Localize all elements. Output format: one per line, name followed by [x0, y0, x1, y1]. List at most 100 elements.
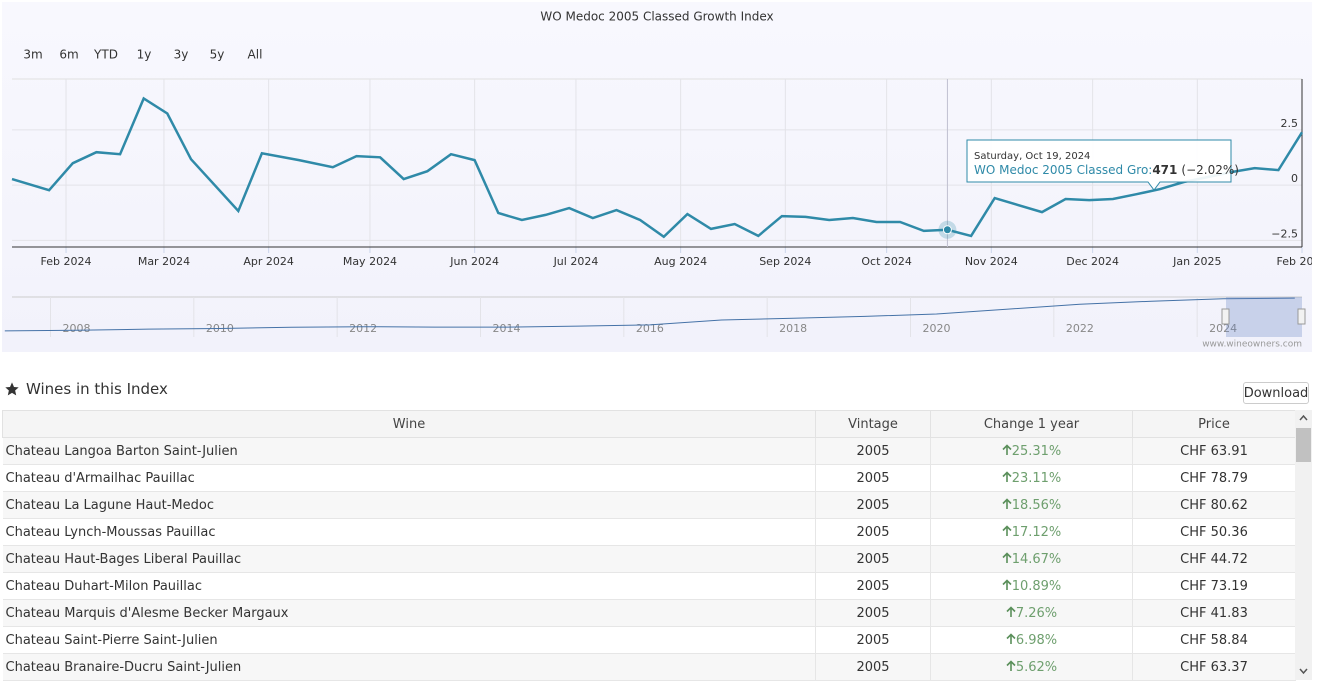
- change-value: 10.89%: [1011, 578, 1062, 594]
- tooltip-value: 471: [1152, 163, 1177, 177]
- table-cell: 5.62%: [930, 653, 1133, 681]
- table-row: Chateau Lynch-Moussas Pauillac 2005 17.12%…: [2, 518, 1296, 546]
- y-tick-label: 0: [1291, 172, 1298, 185]
- chart: WO Medoc 2005 Classed Growth Index 3m 6m Y…: [4, 10, 1318, 350]
- table-body: Chateau Langoa Barton Saint-Julien 2005 25…: [2, 437, 1296, 681]
- table-cell: 17.12%: [930, 518, 1133, 546]
- change-value: 7.26%: [1015, 605, 1058, 621]
- table-cell: 25.31%: [930, 437, 1133, 465]
- x-tick-label: Sep 2024: [759, 255, 811, 268]
- table-cell: CHF 58.84: [1132, 626, 1296, 654]
- navigator-tick-label: 2022: [1066, 322, 1094, 335]
- table-cell: CHF 63.37: [1132, 653, 1296, 681]
- y-tick-label: 2.5: [1281, 117, 1299, 130]
- table-cell: CHF 63.91: [1132, 437, 1296, 465]
- tooltip-line: WO Medoc 2005 Classed Gro:471 (−2.02%): [974, 163, 1239, 177]
- chart-title: WO Medoc 2005 Classed Growth Index: [540, 10, 773, 24]
- header-row: Wine Vintage Change 1 year Price: [2, 410, 1296, 438]
- table-row: Chateau La Lagune Haut-Medoc 2005 18.56% CH…: [2, 491, 1296, 519]
- table-row: Chateau Marquis d'Alesme Becker Margaux 2…: [2, 599, 1296, 627]
- scrollbar-graphic: [1296, 414, 1311, 675]
- x-tick-label: Jul 2024: [553, 255, 599, 268]
- change-value: 14.67%: [1011, 551, 1062, 567]
- navigator-handle[interactable]: [1221, 308, 1230, 325]
- table-cell: 14.67%: [930, 545, 1133, 573]
- table-cell: CHF 78.79: [1132, 464, 1296, 492]
- table-cell: 2005: [815, 545, 931, 573]
- up-arrow: [1002, 443, 1012, 455]
- table-cell: Chateau Langoa Barton Saint-Julien: [2, 437, 816, 465]
- tooltip-date: Saturday, Oct 19, 2024: [974, 151, 1090, 162]
- chart-panel: WO Medoc 2005 Classed Growth Index 3m 6m Y…: [2, 2, 1318, 352]
- table-cell: Chateau Marquis d'Alesme Becker Margaux: [2, 599, 816, 627]
- range-button[interactable]: 6m: [59, 48, 78, 62]
- star-icon: [5, 382, 19, 396]
- table-cell: Chateau La Lagune Haut-Medoc: [2, 491, 816, 519]
- up-arrow: [1002, 470, 1012, 482]
- change-value: 17.12%: [1011, 524, 1062, 540]
- column-header: Wine: [2, 410, 816, 438]
- x-tick-label: May 2024: [343, 255, 397, 268]
- column-header: Price: [1132, 410, 1296, 438]
- navigator-tick-label: 2018: [779, 322, 807, 335]
- table-cell: 2005: [815, 572, 931, 600]
- table-cell: Chateau d'Armailhac Pauillac: [2, 464, 816, 492]
- table-cell: 2005: [815, 653, 931, 681]
- table-row: Chateau Haut-Bages Liberal Pauillac 2005 1…: [2, 545, 1296, 573]
- table-cell: CHF 44.72: [1132, 545, 1296, 573]
- y-tick-label: −2.5: [1271, 227, 1298, 240]
- download-button[interactable]: Download: [1243, 382, 1309, 404]
- range-button[interactable]: 3y: [174, 48, 189, 62]
- navigator-handle[interactable]: [1297, 308, 1306, 325]
- navigator-selection: [1226, 297, 1302, 337]
- scrollbar[interactable]: [1295, 410, 1312, 680]
- table-cell: CHF 50.36: [1132, 518, 1296, 546]
- table-cell: Chateau Saint-Pierre Saint-Julien: [2, 626, 816, 654]
- series-line: [11, 96, 1304, 239]
- table-cell: 18.56%: [930, 491, 1133, 519]
- up-arrow: [1002, 551, 1012, 563]
- change-value: 6.98%: [1015, 632, 1058, 648]
- navigator-tick-label: 2008: [63, 322, 91, 335]
- change-value: 5.62%: [1015, 659, 1058, 675]
- range-button[interactable]: 1y: [137, 48, 152, 62]
- navigator-tick-label: 2024: [1209, 322, 1237, 335]
- tooltip-series: WO Medoc 2005 Classed Gro:: [974, 163, 1152, 177]
- up-arrow: [1006, 632, 1016, 644]
- wines-table: Wine Vintage Change 1 year Price Chateau La…: [2, 410, 1296, 681]
- x-tick-label: Apr 2024: [243, 255, 294, 268]
- x-tick-label: Feb 2025: [1277, 255, 1312, 268]
- navigator-tick-label: 2012: [349, 322, 377, 335]
- table-cell: 2005: [815, 464, 931, 492]
- range-button[interactable]: YTD: [93, 48, 118, 62]
- up-arrow: [1002, 524, 1012, 536]
- range-button[interactable]: 5y: [210, 48, 225, 62]
- x-tick-label: Mar 2024: [138, 255, 190, 268]
- hover-point: [942, 225, 952, 235]
- x-tick-label: Nov 2024: [965, 255, 1018, 268]
- table-cell: CHF 80.62: [1132, 491, 1296, 519]
- table-cell: 10.89%: [930, 572, 1133, 600]
- table-cell: CHF 41.83: [1132, 599, 1296, 627]
- x-tick-label: Feb 2024: [41, 255, 92, 268]
- range-button[interactable]: All: [248, 48, 263, 62]
- table-cell: 2005: [815, 599, 931, 627]
- table-cell: 6.98%: [930, 626, 1133, 654]
- change-value: 25.31%: [1011, 443, 1062, 459]
- x-tick-label: Aug 2024: [654, 255, 707, 268]
- range-button[interactable]: 3m: [23, 48, 42, 62]
- table-cell: 2005: [815, 518, 931, 546]
- navigator-tick-label: 2020: [923, 322, 951, 335]
- section-title: Wines in this Index: [26, 380, 168, 398]
- navigator-tick-label: 2014: [493, 322, 521, 335]
- column-header: Vintage: [815, 410, 931, 438]
- table-row: Chateau Branaire-Ducru Saint-Julien 2005 5…: [2, 653, 1296, 681]
- up-arrow: [1002, 497, 1012, 509]
- section-header: Wines in this Index: [4, 380, 168, 398]
- table-row: Chateau Duhart-Milon Pauillac 2005 10.89% C…: [2, 572, 1296, 600]
- change-value: 18.56%: [1011, 497, 1062, 513]
- column-header: Change 1 year: [930, 410, 1133, 438]
- table-cell: 2005: [815, 626, 931, 654]
- tooltip-change: (−2.02%): [1181, 163, 1239, 177]
